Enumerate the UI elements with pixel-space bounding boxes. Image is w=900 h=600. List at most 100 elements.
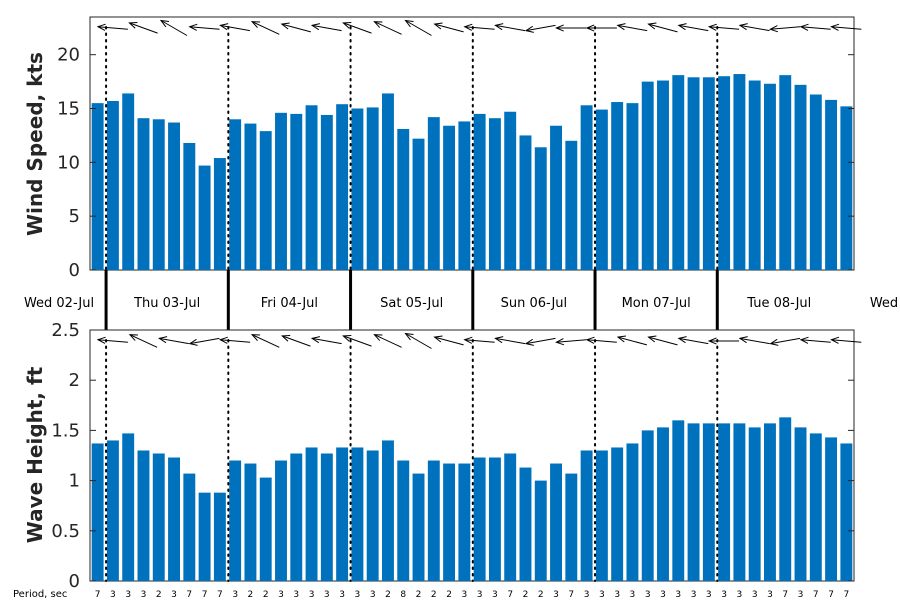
- wind-speed-bar: [91, 103, 104, 270]
- wind-speed-bar: [825, 99, 838, 270]
- wave-height-bar: [733, 423, 746, 581]
- wind-speed-bar: [595, 109, 608, 270]
- period-label: 7: [217, 590, 223, 600]
- wave-height-bar: [794, 427, 807, 581]
- direction-arrow: [342, 335, 372, 347]
- wave-height-bar: [229, 460, 242, 581]
- wind-speed-bars: [91, 74, 853, 270]
- period-label: 3: [278, 590, 284, 600]
- period-label: 3: [477, 590, 483, 600]
- direction-arrow: [769, 25, 801, 33]
- wind-speed-bar: [168, 122, 180, 270]
- period-label: 2: [385, 590, 391, 600]
- wave-height-panel: 0 0.5 1 1.5 2 2.5 Wave Height, ft Period, sec…: [13, 320, 862, 600]
- wave-height-bar: [825, 437, 838, 581]
- wave-height-bar: [412, 473, 425, 581]
- direction-arrow: [280, 335, 311, 347]
- wind-speed-bar: [580, 105, 593, 270]
- wave-height-bar: [779, 417, 792, 581]
- wind-speed-bar: [213, 158, 226, 270]
- wind-speed-bar: [244, 123, 257, 270]
- direction-arrow: [310, 336, 342, 345]
- direction-arrow: [128, 334, 158, 348]
- y-tick-label: 1: [69, 471, 80, 492]
- direction-arrow: [769, 337, 801, 346]
- direction-arrow: [188, 23, 220, 31]
- period-label: 3: [339, 590, 345, 600]
- wind-speed-bar: [809, 94, 822, 270]
- direction-arrow: [280, 22, 311, 33]
- wave-height-bar: [290, 453, 303, 581]
- wind-speed-bar: [137, 118, 150, 270]
- wave-height-bar: [137, 450, 150, 581]
- wind-y-ticks: 0 5 10 15 20: [57, 45, 854, 281]
- wind-speed-bar: [275, 112, 287, 270]
- wind-speed-bar: [473, 113, 486, 270]
- wave-height-bar: [275, 460, 287, 581]
- wave-height-bar: [91, 443, 104, 581]
- wave-height-bar: [473, 457, 486, 581]
- period-label: 3: [706, 590, 712, 600]
- direction-arrow: [463, 23, 495, 31]
- wind-speed-bar: [626, 103, 639, 270]
- wave-height-bar: [702, 423, 715, 581]
- y-tick-label: 0.5: [51, 521, 80, 542]
- wave-height-bar: [840, 443, 853, 581]
- direction-arrow: [404, 332, 432, 349]
- direction-arrow: [707, 23, 740, 31]
- day-band: Wed 02-Jul Thu 03-Jul Fri 04-Jul Sat 05-Jul…: [24, 270, 898, 330]
- wind-speed-bar: [611, 102, 624, 270]
- direction-arrow: [647, 22, 678, 33]
- period-label: 3: [462, 590, 468, 600]
- direction-arrow: [799, 336, 831, 344]
- wind-speed-bar: [229, 119, 242, 270]
- y-tick-label: 2.5: [51, 320, 80, 341]
- wave-height-bar: [305, 447, 318, 581]
- direction-arrow: [707, 337, 740, 345]
- wind-direction-arrows: [96, 19, 862, 36]
- wave-height-bar: [687, 423, 700, 581]
- period-label: 7: [507, 590, 513, 600]
- wave-height-bar: [351, 447, 364, 581]
- wind-speed-bar: [305, 105, 318, 270]
- day-label: Sun 06-Jul: [501, 296, 568, 311]
- wind-speed-bar: [840, 106, 853, 270]
- direction-arrow: [799, 23, 831, 31]
- period-label: 3: [293, 590, 299, 600]
- day-label: Fri 04-Jul: [261, 296, 318, 311]
- wave-height-bar: [657, 427, 669, 581]
- wave-height-bar: [336, 447, 349, 581]
- wave-height-bar: [259, 477, 272, 581]
- wave-height-bar: [809, 433, 822, 581]
- period-label: 7: [782, 590, 788, 600]
- period-label: 8: [400, 590, 406, 600]
- period-label: 3: [125, 590, 131, 600]
- direction-arrow: [677, 23, 709, 32]
- direction-arrow: [738, 23, 770, 32]
- wind-speed-bar: [534, 147, 547, 270]
- direction-arrow: [159, 19, 188, 36]
- direction-arrow: [96, 336, 128, 344]
- wave-height-bar: [382, 440, 394, 581]
- day-separators: [104, 270, 719, 330]
- day-label: Sat 05-Jul: [380, 296, 443, 311]
- period-label: 3: [675, 590, 681, 600]
- wave-height-bar: [718, 423, 731, 581]
- period-label: 7: [813, 590, 819, 600]
- wave-height-bar: [672, 420, 685, 581]
- direction-arrow: [373, 334, 402, 348]
- period-label: 3: [141, 590, 147, 600]
- period-label: 2: [446, 590, 452, 600]
- period-label: 3: [798, 590, 804, 600]
- y-tick-label: 2: [69, 370, 80, 391]
- period-label: 7: [828, 590, 834, 600]
- period-label: 2: [431, 590, 437, 600]
- direction-arrow: [219, 23, 250, 32]
- period-label: 2: [538, 590, 544, 600]
- period-label: 3: [599, 590, 605, 600]
- wave-height-bar: [427, 460, 440, 581]
- wave-height-bar: [565, 473, 578, 581]
- direction-arrow: [555, 338, 587, 346]
- wind-speed-bar: [443, 125, 456, 270]
